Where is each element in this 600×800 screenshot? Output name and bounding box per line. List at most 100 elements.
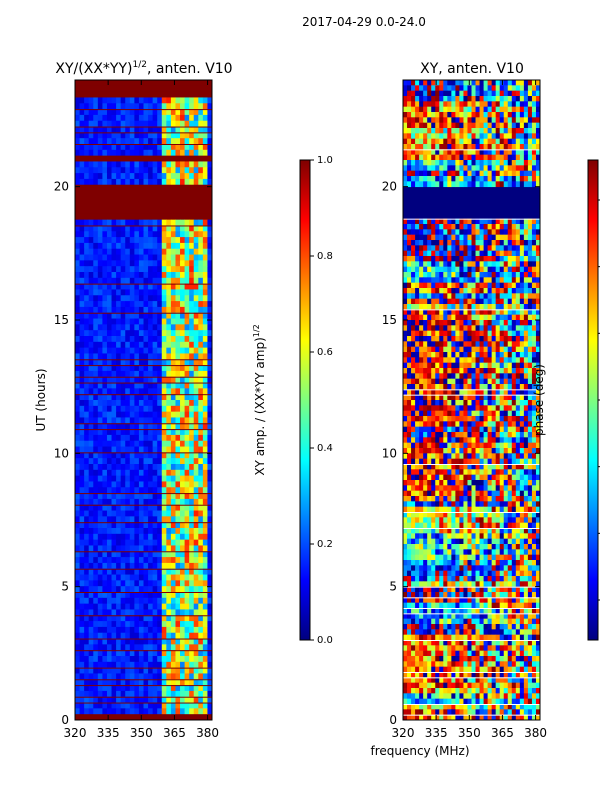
left-heatmap-cell bbox=[134, 708, 140, 715]
right-heatmap-cell bbox=[427, 128, 432, 134]
right-heatmap-cell bbox=[511, 234, 517, 241]
left-heatmap-cell bbox=[129, 114, 135, 122]
left-heatmap-cell bbox=[157, 417, 163, 424]
left-heatmap-cell bbox=[75, 120, 80, 127]
left-heatmap-cell bbox=[84, 469, 90, 477]
left-heatmap-cell bbox=[125, 562, 131, 570]
right-heatmap-cell bbox=[471, 181, 476, 188]
left-heatmap-cell bbox=[202, 388, 208, 395]
right-heatmap-cell bbox=[523, 373, 529, 380]
right-heatmap-cell bbox=[447, 149, 452, 156]
right-heatmap-cell bbox=[463, 90, 468, 97]
left-heatmap-cell bbox=[93, 487, 99, 494]
left-heatmap-cell bbox=[93, 638, 99, 645]
right-heatmap-cell bbox=[451, 170, 456, 177]
left-heatmap-cell bbox=[125, 312, 131, 319]
left-heatmap-cell bbox=[152, 283, 158, 290]
right-heatmap-cell bbox=[431, 250, 436, 257]
left-heatmap-cell bbox=[125, 475, 131, 482]
left-heatmap-cell bbox=[75, 673, 80, 680]
left-heatmap-cell bbox=[175, 237, 181, 244]
left-heatmap-cell bbox=[143, 370, 149, 378]
left-flag-line bbox=[75, 365, 212, 367]
right-heatmap-cell bbox=[499, 256, 505, 262]
left-heatmap-cell bbox=[198, 370, 204, 378]
left-heatmap-cell bbox=[93, 493, 99, 500]
right-heatmap-cell bbox=[483, 320, 489, 326]
left-heatmap-cell bbox=[170, 597, 176, 605]
left-heatmap-cell bbox=[198, 394, 204, 401]
left-heatmap-cell bbox=[202, 312, 208, 319]
left-heatmap-cell bbox=[88, 167, 94, 174]
left-heatmap-cell bbox=[120, 702, 126, 709]
left-heatmap-cell bbox=[120, 219, 126, 226]
left-heatmap-cell bbox=[102, 173, 108, 180]
right-heatmap-cell bbox=[475, 405, 480, 412]
left-heatmap-cell bbox=[175, 702, 181, 709]
right-heatmap-cell bbox=[503, 368, 509, 374]
left-heatmap-cell bbox=[148, 353, 154, 360]
right-heatmap-cell bbox=[483, 266, 489, 273]
right-heatmap-cell bbox=[535, 80, 540, 86]
right-heatmap-cell bbox=[535, 176, 540, 182]
left-heatmap-cell bbox=[125, 702, 131, 709]
left-heatmap-cell bbox=[102, 97, 108, 104]
left-heatmap-cell bbox=[97, 516, 103, 523]
right-heatmap-cell bbox=[527, 384, 533, 390]
right-heatmap-cell bbox=[511, 90, 517, 97]
left-heatmap-cell bbox=[116, 295, 122, 302]
left-heatmap-cell bbox=[75, 592, 80, 599]
left-heatmap-cell bbox=[88, 586, 94, 593]
left-heatmap-cell bbox=[193, 149, 199, 157]
left-heatmap-cell bbox=[189, 173, 195, 180]
right-heatmap-cell bbox=[515, 272, 521, 278]
right-heatmap-cell bbox=[535, 266, 540, 273]
right-heatmap bbox=[403, 80, 540, 720]
left-heatmap-cell bbox=[120, 568, 126, 575]
left-heatmap-cell bbox=[125, 528, 131, 535]
left-heatmap-cell bbox=[161, 376, 167, 383]
right-heatmap-cell bbox=[419, 224, 424, 230]
right-heatmap-cell bbox=[423, 240, 428, 246]
left-heatmap-cell bbox=[116, 475, 122, 482]
right-heatmap-cell bbox=[503, 272, 509, 278]
left-heatmap-cell bbox=[170, 411, 176, 418]
left-heatmap-cell bbox=[93, 173, 99, 180]
left-heatmap-cell bbox=[180, 708, 185, 715]
right-heatmap-cell bbox=[407, 256, 412, 262]
left-heatmap-cell bbox=[193, 597, 199, 605]
right-heatmap-cell bbox=[499, 138, 505, 145]
right-heatmap-cell bbox=[419, 304, 424, 310]
right-heatmap-cell bbox=[475, 101, 480, 108]
right-heatmap-cell bbox=[535, 117, 540, 124]
left-heatmap-cell bbox=[170, 178, 176, 186]
left-heatmap-cell bbox=[79, 504, 85, 511]
right-heatmap-cell bbox=[407, 80, 412, 86]
left-heatmap-cell bbox=[84, 144, 90, 151]
left-heatmap-cell bbox=[193, 394, 199, 401]
right-heatmap-cell bbox=[435, 304, 440, 310]
right-heatmap-cell bbox=[515, 181, 521, 188]
right-heatmap-cell bbox=[519, 112, 525, 118]
right-heatmap-cell bbox=[499, 314, 505, 321]
right-heatmap-cell bbox=[459, 304, 464, 310]
left-heatmap-cell bbox=[189, 696, 195, 703]
left-heatmap-cell bbox=[111, 667, 117, 674]
right-heatmap-cell bbox=[443, 234, 448, 241]
right-heatmap-cell bbox=[511, 106, 517, 113]
left-heatmap-cell bbox=[170, 708, 176, 715]
left-heatmap-cell bbox=[138, 539, 144, 546]
left-heatmap-cell bbox=[97, 242, 103, 250]
left-heatmap-cell bbox=[198, 696, 204, 703]
right-heatmap-cell bbox=[439, 325, 444, 332]
left-heatmap-cell bbox=[207, 603, 212, 610]
left-heatmap-cell bbox=[198, 353, 204, 360]
right-heatmap-cell bbox=[463, 234, 468, 241]
left-heatmap-cell bbox=[184, 661, 190, 669]
right-heatmap-cell bbox=[483, 170, 489, 177]
left-heatmap-cell bbox=[79, 656, 85, 663]
right-heatmap-cell bbox=[483, 160, 489, 166]
right-heatmap-cell bbox=[419, 314, 424, 321]
left-heatmap-cell bbox=[138, 400, 144, 407]
left-heatmap-cell bbox=[106, 266, 112, 273]
